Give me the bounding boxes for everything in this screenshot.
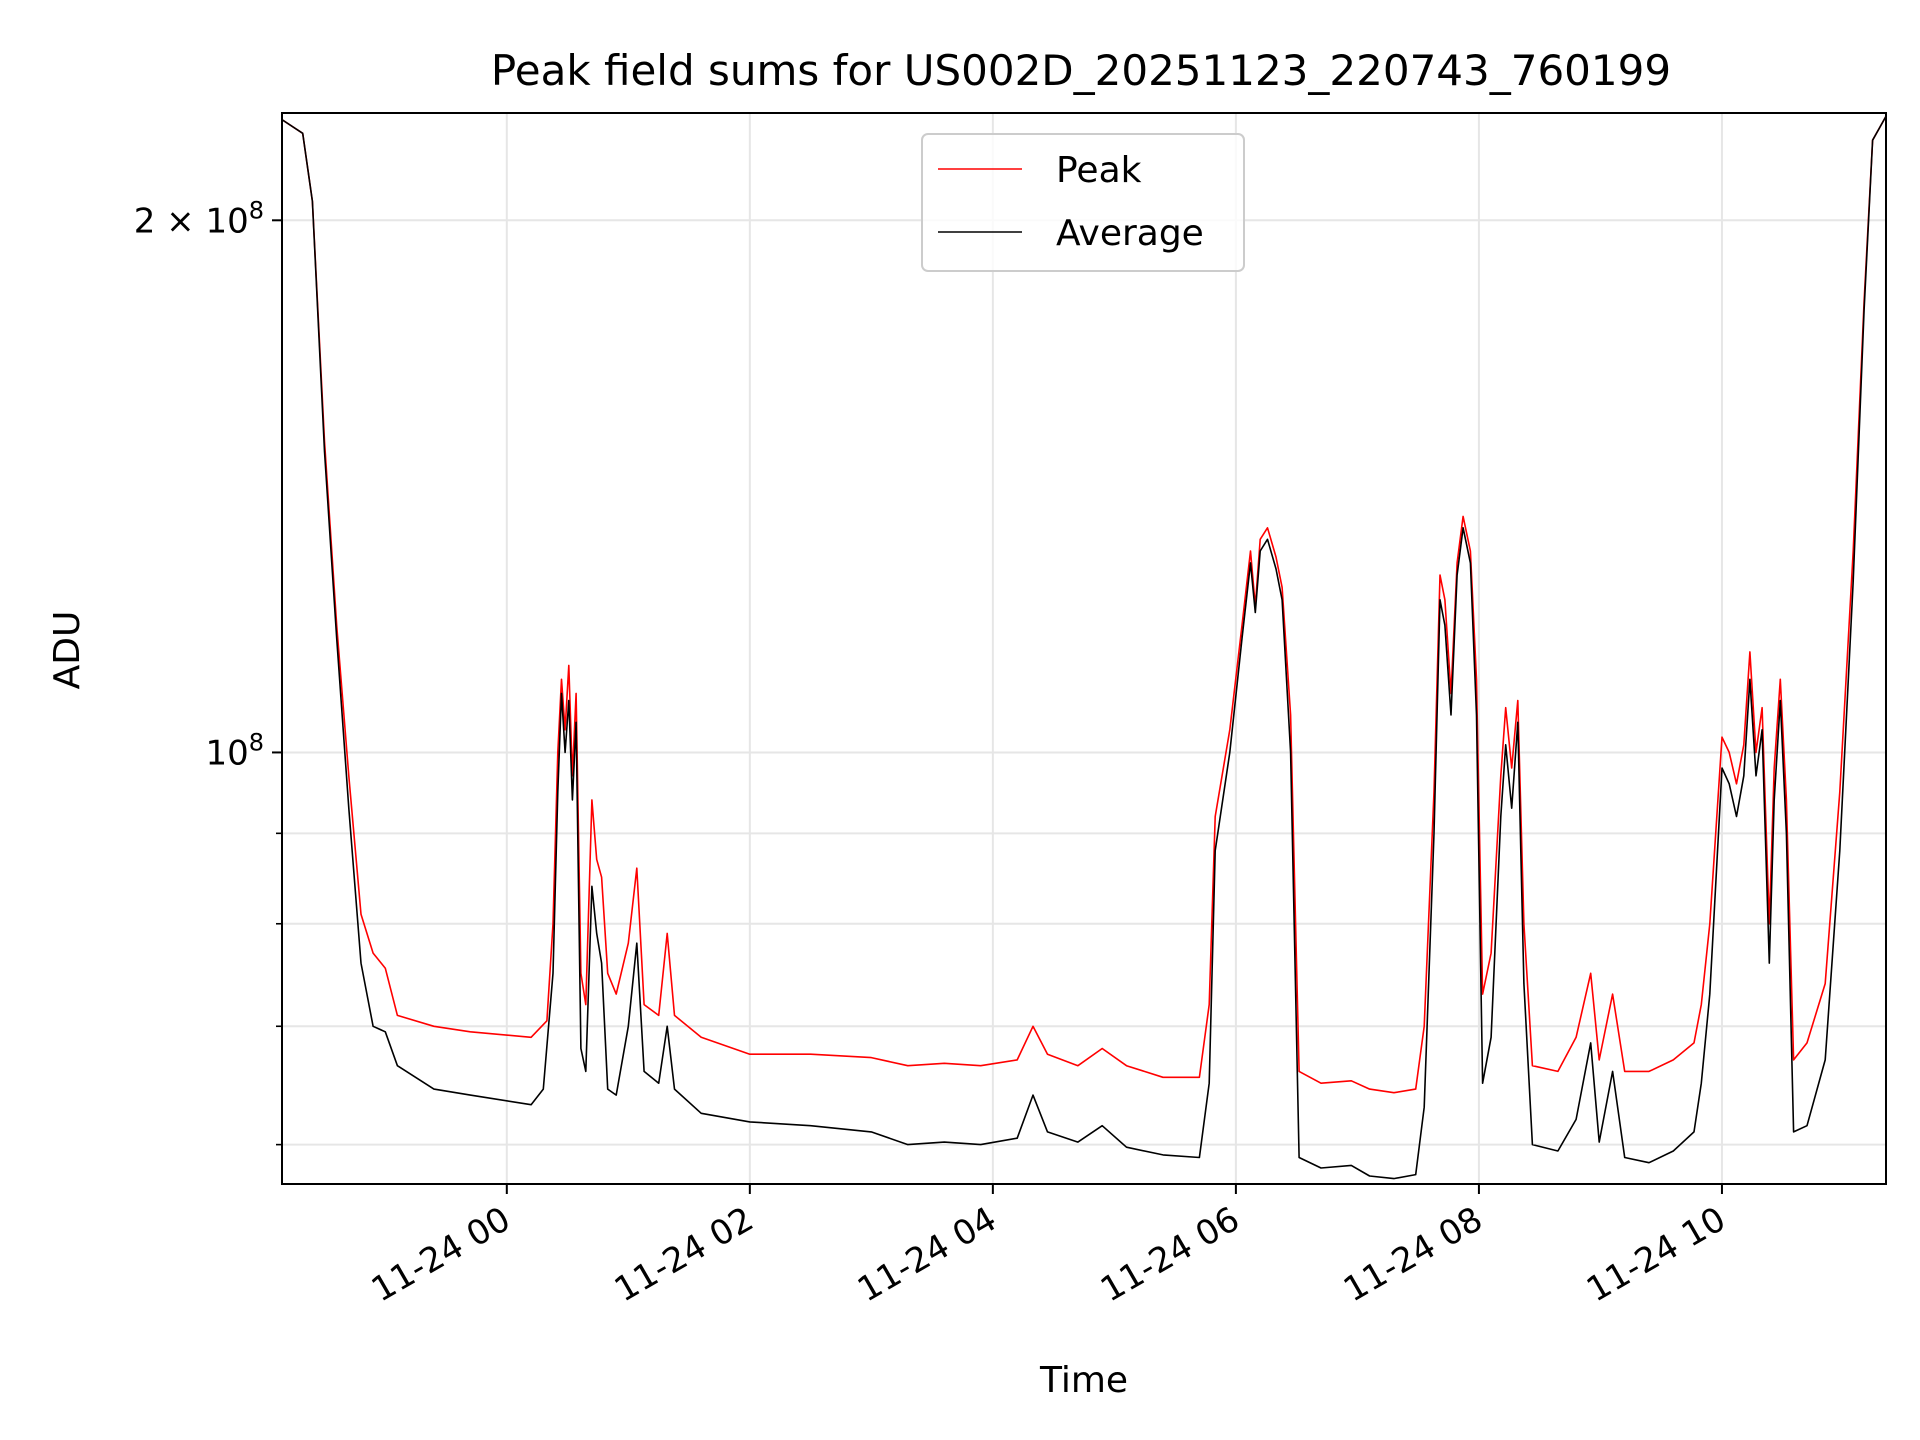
- y-tick-label-base: 10: [205, 201, 248, 241]
- legend: Peak Average: [921, 133, 1245, 272]
- y-tick-label-prefix: 2 ×: [134, 201, 206, 241]
- y-tick-label: 2 × 108: [134, 196, 264, 241]
- y-tick-label-exponent: 8: [249, 728, 264, 756]
- legend-label-average: Average: [1056, 213, 1204, 254]
- series-line-peak: [282, 115, 1886, 1094]
- chart-title: Peak field sums for US002D_20251123_2207…: [491, 46, 1671, 95]
- y-tick-label-exponent: 8: [249, 196, 264, 224]
- x-axis-label: Time: [1039, 1360, 1128, 1401]
- y-axis-label: ADU: [47, 611, 88, 690]
- y-tick-label-base: 10: [205, 733, 248, 773]
- plot-frame: [281, 112, 1887, 1185]
- legend-label-peak: Peak: [1056, 150, 1142, 191]
- series-lines: [282, 115, 1886, 1180]
- y-tick-label: 108: [205, 728, 264, 773]
- series-line-average: [282, 115, 1886, 1180]
